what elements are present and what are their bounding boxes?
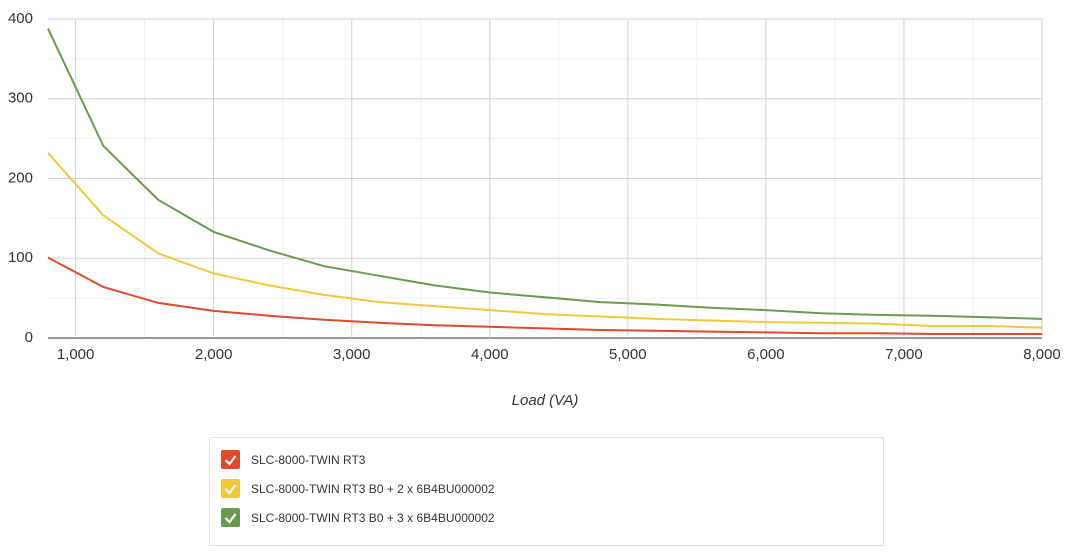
labels: 0 100 200 300 400 1,000 2,000 3,000 4,000 5,000 6,… bbox=[8, 10, 1061, 363]
x-tick-label: 2,000 bbox=[195, 346, 233, 363]
legend-label: SLC-8000-TWIN RT3 B0 + 2 x 6B4BU000002 bbox=[251, 482, 495, 496]
legend-check bbox=[224, 484, 237, 495]
legend-checkbox[interactable] bbox=[221, 508, 240, 527]
series-line bbox=[47, 152, 1043, 329]
series-line bbox=[47, 28, 1043, 320]
x-axis-label: Load (VA) bbox=[512, 392, 579, 409]
legend-checkbox[interactable] bbox=[221, 450, 240, 469]
x-tick-label: 7,000 bbox=[885, 346, 923, 363]
x-tick-label: 4,000 bbox=[471, 346, 509, 363]
x-tick-label: 6,000 bbox=[747, 346, 785, 363]
x-tick-label: 3,000 bbox=[333, 346, 371, 363]
x-tick-label: 1,000 bbox=[57, 346, 95, 363]
y-tick-label: 300 bbox=[8, 90, 33, 107]
legend: SLC-8000-TWIN RT3 SLC-8000-TWIN RT3 B0 + … bbox=[221, 450, 495, 527]
x-tick-label: 5,000 bbox=[609, 346, 647, 363]
legend-check bbox=[224, 455, 237, 466]
x-tick-label: 8,000 bbox=[1023, 346, 1061, 363]
legend-checkbox[interactable] bbox=[221, 479, 240, 498]
y-tick-label: 200 bbox=[8, 169, 33, 186]
legend-box bbox=[209, 437, 884, 546]
legend-label: SLC-8000-TWIN RT3 bbox=[251, 453, 366, 467]
y-tick-label: 100 bbox=[8, 249, 33, 266]
y-tick-label: 400 bbox=[8, 10, 33, 27]
legend-label: SLC-8000-TWIN RT3 B0 + 3 x 6B4BU000002 bbox=[251, 511, 495, 525]
series-line bbox=[47, 256, 1042, 335]
y-tick-label: 0 bbox=[25, 329, 33, 346]
grid bbox=[48, 18, 1043, 339]
legend-check bbox=[224, 513, 237, 524]
lines bbox=[47, 28, 1043, 335]
